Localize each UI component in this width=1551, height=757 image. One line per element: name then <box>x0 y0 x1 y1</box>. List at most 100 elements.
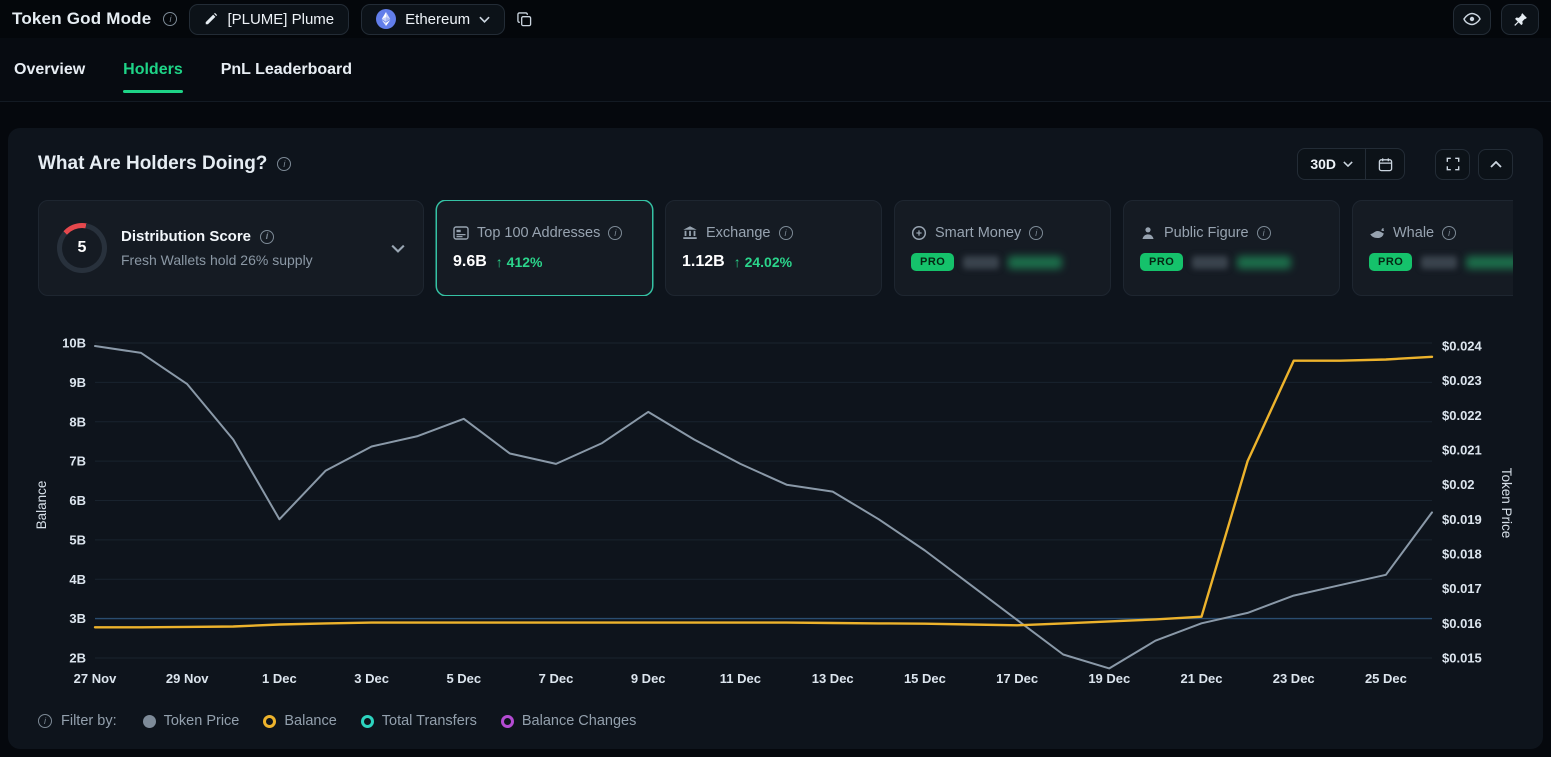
pencil-icon <box>204 12 218 26</box>
svg-text:23 Dec: 23 Dec <box>1273 671 1315 686</box>
svg-text:3B: 3B <box>69 611 86 626</box>
pro-badge: PRO <box>1140 253 1184 271</box>
chevron-down-icon[interactable] <box>391 244 405 253</box>
range-dropdown[interactable]: 30D <box>1298 149 1365 179</box>
svg-text:Balance: Balance <box>34 481 49 530</box>
info-icon[interactable] <box>1256 226 1271 240</box>
range-label: 30D <box>1310 156 1336 172</box>
svg-text:17 Dec: 17 Dec <box>996 671 1038 686</box>
metric-card-whale[interactable]: Whale PRO <box>1352 200 1513 296</box>
chart-legend: Filter by: Token Price Balance Total Trans… <box>38 713 1513 729</box>
info-icon[interactable] <box>608 226 623 240</box>
svg-text:$0.016: $0.016 <box>1442 616 1482 631</box>
svg-text:7B: 7B <box>69 454 86 469</box>
svg-text:11 Dec: 11 Dec <box>720 671 761 686</box>
distribution-score-value: 5 <box>62 228 102 268</box>
info-icon[interactable] <box>778 226 793 240</box>
token-chip-label: [PLUME] Plume <box>227 10 335 28</box>
ethereum-icon <box>376 9 397 29</box>
distribution-score-card[interactable]: 5 Distribution Score Fresh Wallets hold … <box>38 200 424 296</box>
chain-selector-chip[interactable]: Ethereum <box>361 3 506 35</box>
app-title: Token God Mode <box>12 9 152 28</box>
distribution-score-subtitle: Fresh Wallets hold 26% supply <box>121 252 313 268</box>
legend-label: Balance <box>284 713 337 729</box>
distribution-score-gauge: 5 <box>57 223 107 273</box>
pin-button[interactable] <box>1501 3 1539 35</box>
legend-item-balance[interactable]: Balance <box>263 713 337 729</box>
tab-bar: Overview Holders PnL Leaderboard <box>0 38 1551 102</box>
svg-text:21 Dec: 21 Dec <box>1181 671 1223 686</box>
exchange-icon <box>682 225 698 241</box>
svg-text:9 Dec: 9 Dec <box>631 671 666 686</box>
svg-text:1 Dec: 1 Dec <box>262 671 297 686</box>
svg-text:13 Dec: 13 Dec <box>812 671 854 686</box>
metric-title: Smart Money <box>935 225 1022 241</box>
distribution-score-title: Distribution Score <box>121 228 252 245</box>
blurred-value <box>1192 255 1229 269</box>
svg-text:15 Dec: 15 Dec <box>904 671 946 686</box>
metric-card-top-100-addresses[interactable]: Top 100 Addresses 9.6B ↑ 412% <box>436 200 653 296</box>
token-selector-chip[interactable]: [PLUME] Plume <box>189 3 350 35</box>
legend-item-total-transfers[interactable]: Total Transfers <box>360 713 477 729</box>
collapse-button[interactable] <box>1478 148 1513 180</box>
metric-change: ↑ 412% <box>495 254 543 270</box>
metric-card-exchange[interactable]: Exchange 1.12B ↑ 24.02% <box>665 200 882 296</box>
svg-text:8B: 8B <box>69 414 86 429</box>
page-content: What Are Holders Doing? 30D <box>0 102 1551 757</box>
smart-money-icon <box>911 225 927 241</box>
legend-swatch <box>142 714 156 728</box>
svg-text:10B: 10B <box>62 336 86 351</box>
metric-card-smart-money[interactable]: Smart Money PRO <box>894 200 1111 296</box>
info-icon[interactable] <box>38 714 52 728</box>
holders-chart[interactable]: 10B 9B 8B 7B 6B 5B 4B 3B 2B $0.024 $0.023 $0.022 $0.… <box>34 320 1514 695</box>
svg-text:5B: 5B <box>69 532 86 547</box>
watchlist-button[interactable] <box>1453 3 1491 35</box>
svg-text:$0.024: $0.024 <box>1442 339 1483 354</box>
metric-title: Exchange <box>706 225 771 241</box>
fullscreen-button[interactable] <box>1435 148 1470 180</box>
legend-swatch <box>360 714 374 728</box>
info-icon[interactable] <box>1029 226 1044 240</box>
svg-text:$0.017: $0.017 <box>1442 581 1482 596</box>
legend-label: Token Price <box>163 713 240 729</box>
legend-item-token-price[interactable]: Token Price <box>142 713 240 729</box>
legend-swatch <box>500 714 514 728</box>
chevron-down-icon <box>479 16 490 23</box>
svg-text:$0.015: $0.015 <box>1442 651 1482 666</box>
svg-text:$0.018: $0.018 <box>1442 547 1482 562</box>
metric-card-public-figure[interactable]: Public Figure PRO <box>1123 200 1340 296</box>
legend-prefix-label: Filter by: <box>61 713 117 729</box>
blurred-change <box>1008 255 1063 269</box>
public-figure-icon <box>1140 225 1156 241</box>
metric-title: Whale <box>1393 225 1435 241</box>
svg-text:25 Dec: 25 Dec <box>1365 671 1407 686</box>
metric-title: Top 100 Addresses <box>477 225 601 241</box>
svg-text:3 Dec: 3 Dec <box>354 671 389 686</box>
svg-text:$0.02: $0.02 <box>1442 477 1475 492</box>
pro-badge: PRO <box>911 253 955 271</box>
tab-holders[interactable]: Holders <box>123 38 183 101</box>
svg-text:29 Nov: 29 Nov <box>166 671 209 686</box>
top-bar: Token God Mode [PLUME] Plume Ethereum <box>0 0 1551 38</box>
chain-chip-label: Ethereum <box>405 10 471 28</box>
info-icon[interactable] <box>1442 226 1457 240</box>
info-icon[interactable] <box>260 229 275 244</box>
calendar-icon <box>1378 157 1393 172</box>
svg-text:9B: 9B <box>69 375 86 390</box>
calendar-button[interactable] <box>1366 149 1404 179</box>
panel-header: What Are Holders Doing? 30D <box>38 148 1513 180</box>
svg-text:5 Dec: 5 Dec <box>446 671 481 686</box>
chevron-up-icon <box>1489 160 1502 168</box>
legend-label: Total Transfers <box>381 713 477 729</box>
svg-text:$0.023: $0.023 <box>1442 373 1482 388</box>
tab-pnl-leaderboard[interactable]: PnL Leaderboard <box>220 60 353 78</box>
legend-item-balance-changes[interactable]: Balance Changes <box>500 713 636 729</box>
info-icon[interactable] <box>163 12 178 26</box>
tab-overview[interactable]: Overview <box>14 60 86 78</box>
metric-title: Public Figure <box>1164 225 1249 241</box>
info-icon[interactable] <box>277 157 292 171</box>
whale-icon <box>1369 225 1385 241</box>
top-100-addresses-icon <box>453 225 469 241</box>
pro-badge: PRO <box>1369 253 1413 271</box>
copy-icon[interactable] <box>517 11 532 27</box>
